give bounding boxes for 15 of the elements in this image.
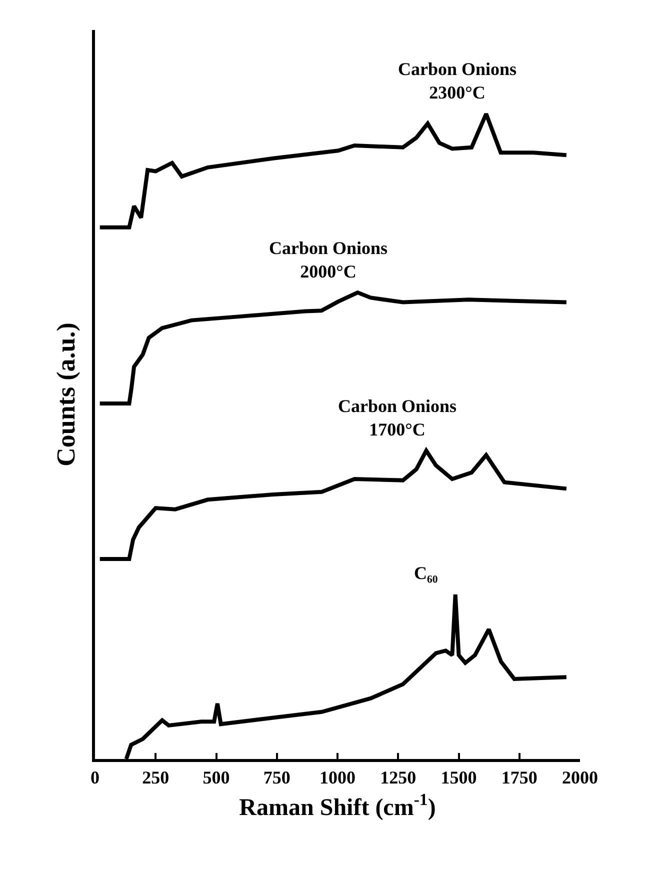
x-tick-label: 250 <box>142 768 170 788</box>
series-label: Carbon Onions 1700°C <box>338 396 457 440</box>
x-tick-label: 2000 <box>562 768 598 788</box>
x-tick-label: 1750 <box>501 768 538 788</box>
series-label: Carbon Onions 2000°C <box>269 238 388 282</box>
x-tick-label: 750 <box>263 768 290 788</box>
x-tick-label: 500 <box>202 768 230 788</box>
x-tick-label: 1250 <box>380 768 416 788</box>
y-axis-title: Counts (a.u.) <box>51 322 80 466</box>
x-tick-label: 0 <box>90 768 100 788</box>
x-axis-title: Raman Shift (cm$^{-1}$) <box>239 790 436 821</box>
x-tick-label: 1000 <box>320 768 356 788</box>
series-label: Carbon Onions 2300°C <box>398 59 517 102</box>
x-tick-label: 1500 <box>440 768 477 788</box>
series-label: C₆₀ <box>414 563 438 583</box>
